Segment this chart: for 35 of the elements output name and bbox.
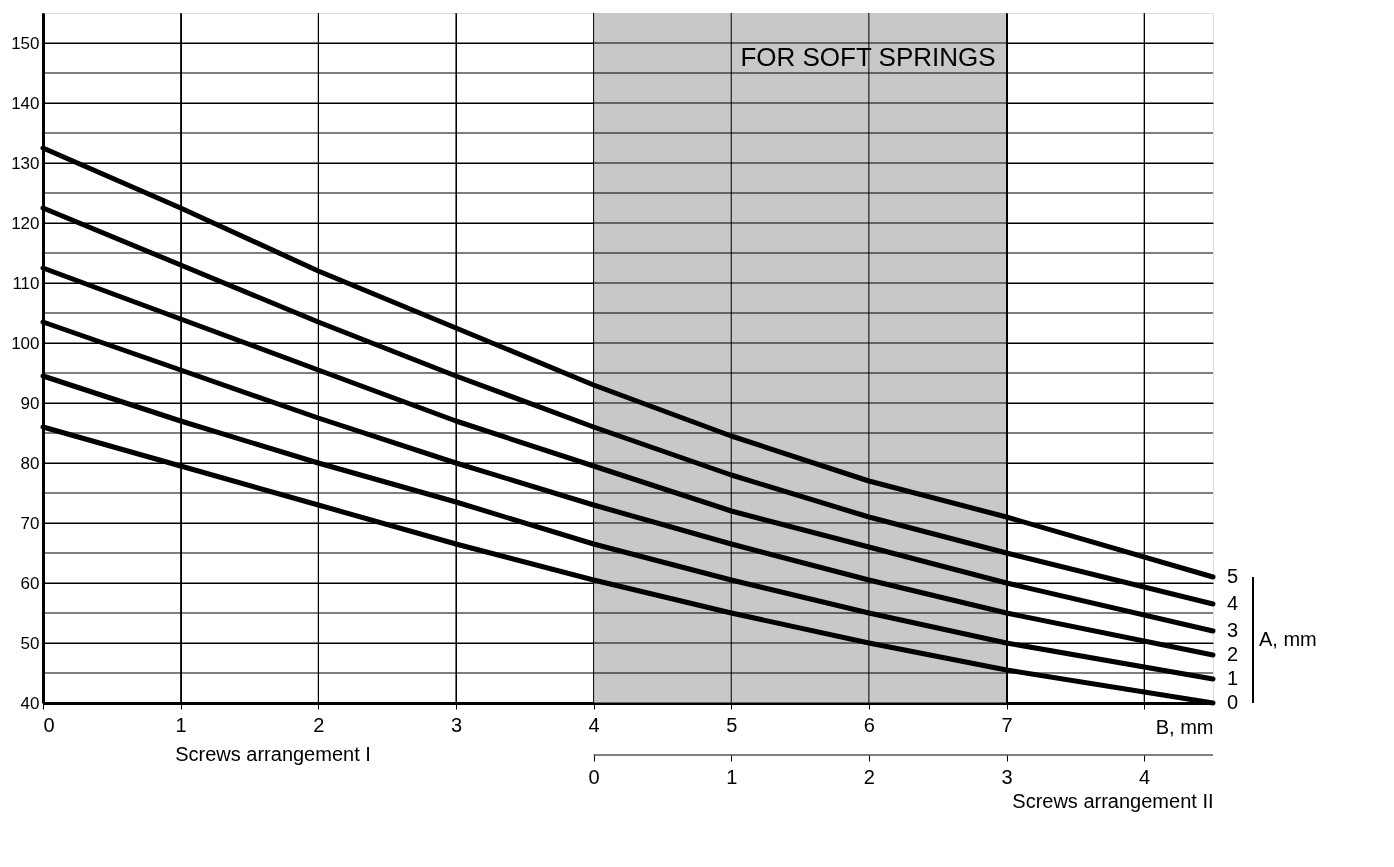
- y-tick-label: 50: [20, 633, 40, 653]
- x2-tick-label: 0: [588, 765, 600, 788]
- x2-tick-label: 3: [1001, 765, 1013, 788]
- x-tick-label: 6: [863, 713, 875, 736]
- y-tick-label: 70: [20, 513, 40, 533]
- y-tick-label: 100: [11, 333, 40, 353]
- y-tick-label: 40: [20, 693, 40, 713]
- x-tick-label: 2: [313, 713, 325, 736]
- y-tick-label: 130: [11, 153, 40, 173]
- series-label: 1: [1227, 667, 1239, 689]
- x-axis-title: B, mm: [1155, 715, 1214, 738]
- y-tick-label: 60: [20, 573, 40, 593]
- x2-tick-label: 1: [726, 765, 738, 788]
- x2-tick-label: 4: [1139, 765, 1151, 788]
- series-label: 0: [1227, 691, 1239, 713]
- series-label: 2: [1227, 643, 1239, 665]
- x-tick-label: 4: [588, 713, 600, 736]
- y-tick-label: 120: [11, 213, 40, 233]
- y-tick-label: 80: [20, 453, 40, 473]
- series-label: 3: [1227, 619, 1239, 641]
- x2-tick-label: 2: [863, 765, 875, 788]
- y-tick-label: 150: [11, 33, 40, 53]
- y-tick-label: 110: [12, 273, 40, 293]
- x2-axis-title: Screws arrangement II: [1012, 789, 1214, 812]
- series-label: 4: [1227, 592, 1239, 614]
- y-tick-label: 140: [11, 93, 40, 113]
- x-tick-label: 5: [726, 713, 738, 736]
- y-tick-label: 90: [20, 393, 40, 413]
- x-tick-label: 3: [450, 713, 462, 736]
- legend-title: A, mm: [1259, 628, 1317, 650]
- text: Screws arrangement I: [175, 743, 371, 765]
- x-tick-label: 7: [1001, 713, 1013, 736]
- x-tick-label: 1: [175, 713, 187, 736]
- series-label: 5: [1227, 565, 1239, 587]
- x-tick-label: 0: [43, 713, 55, 736]
